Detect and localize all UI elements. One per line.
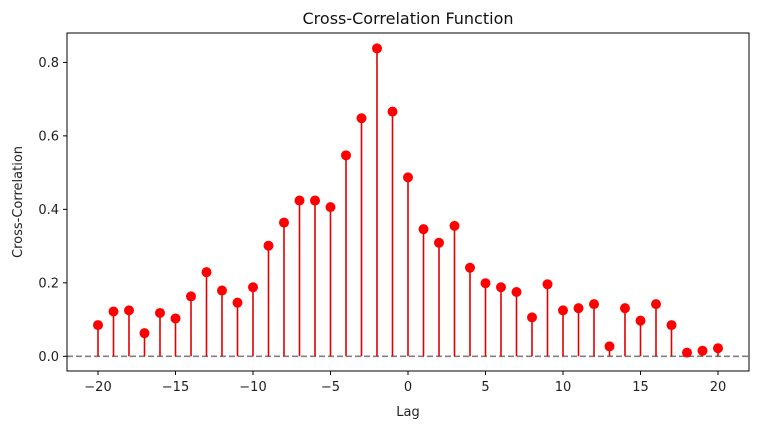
x-tick-label: −15 bbox=[162, 380, 189, 395]
stem-marker bbox=[124, 305, 134, 316]
stem-marker bbox=[155, 307, 165, 318]
stem-marker bbox=[387, 106, 398, 117]
y-tick-label: 0.4 bbox=[38, 203, 59, 218]
stem-marker bbox=[263, 240, 274, 251]
stem-marker bbox=[635, 315, 646, 326]
stem-marker bbox=[682, 347, 692, 358]
stem-marker bbox=[666, 320, 677, 331]
stem-marker bbox=[232, 297, 243, 308]
stem-marker bbox=[310, 195, 320, 206]
stem-marker bbox=[465, 262, 475, 273]
x-tick-label: 5 bbox=[481, 380, 489, 395]
plot-area: −20 −15 −10 −5 0 5 10 15 20 0.0 0.2 0.4 0.6 0.8 bbox=[38, 32, 750, 395]
stem-marker bbox=[372, 43, 382, 54]
stem-marker bbox=[434, 237, 444, 248]
stem-marker bbox=[620, 303, 630, 314]
x-tick-label: 0 bbox=[404, 380, 412, 395]
x-tick-label: 10 bbox=[555, 380, 572, 395]
stem-marker bbox=[418, 224, 429, 235]
stem-marker bbox=[713, 343, 723, 354]
stem-marker bbox=[93, 320, 103, 331]
x-tick-label: −10 bbox=[239, 380, 266, 395]
stem-marker bbox=[294, 195, 305, 206]
stem-marker bbox=[217, 285, 227, 296]
stem-marker bbox=[527, 312, 537, 323]
stem-marker bbox=[279, 217, 289, 228]
y-tick-label: 0.6 bbox=[38, 129, 59, 144]
x-tick-label: −5 bbox=[321, 380, 340, 395]
stem-marker bbox=[589, 299, 599, 310]
stem-marker bbox=[542, 279, 553, 290]
stem-marker bbox=[341, 150, 351, 161]
stem-marker bbox=[449, 220, 460, 231]
stem-marker bbox=[651, 299, 661, 310]
stem-marker bbox=[248, 282, 258, 293]
y-tick-label: 0.0 bbox=[38, 350, 59, 365]
y-axis-title: Cross-Correlation bbox=[11, 146, 26, 258]
stem-marker bbox=[604, 341, 615, 352]
stem-marker bbox=[170, 313, 181, 324]
x-tick-label: 15 bbox=[632, 380, 649, 395]
stem-marker bbox=[403, 172, 413, 183]
stem-marker bbox=[108, 306, 119, 317]
x-axis-title: Lag bbox=[396, 405, 419, 420]
x-tick-label: 20 bbox=[710, 380, 727, 395]
stem-marker bbox=[139, 328, 150, 339]
stem-marker bbox=[325, 202, 336, 213]
stem-marker bbox=[496, 282, 506, 293]
stem-marker bbox=[697, 345, 708, 356]
y-tick-label: 0.8 bbox=[38, 56, 59, 71]
stem-marker bbox=[573, 303, 584, 314]
stem-marker bbox=[480, 278, 491, 289]
stem-marker bbox=[558, 305, 568, 316]
y-tick-label: 0.2 bbox=[38, 276, 59, 291]
chart-title: Cross-Correlation Function bbox=[303, 9, 514, 28]
x-tick-label: −20 bbox=[84, 380, 111, 395]
stem-marker bbox=[201, 267, 212, 278]
stem-marker bbox=[186, 291, 196, 302]
stem-marker bbox=[511, 287, 522, 298]
stem-marker bbox=[356, 113, 367, 124]
